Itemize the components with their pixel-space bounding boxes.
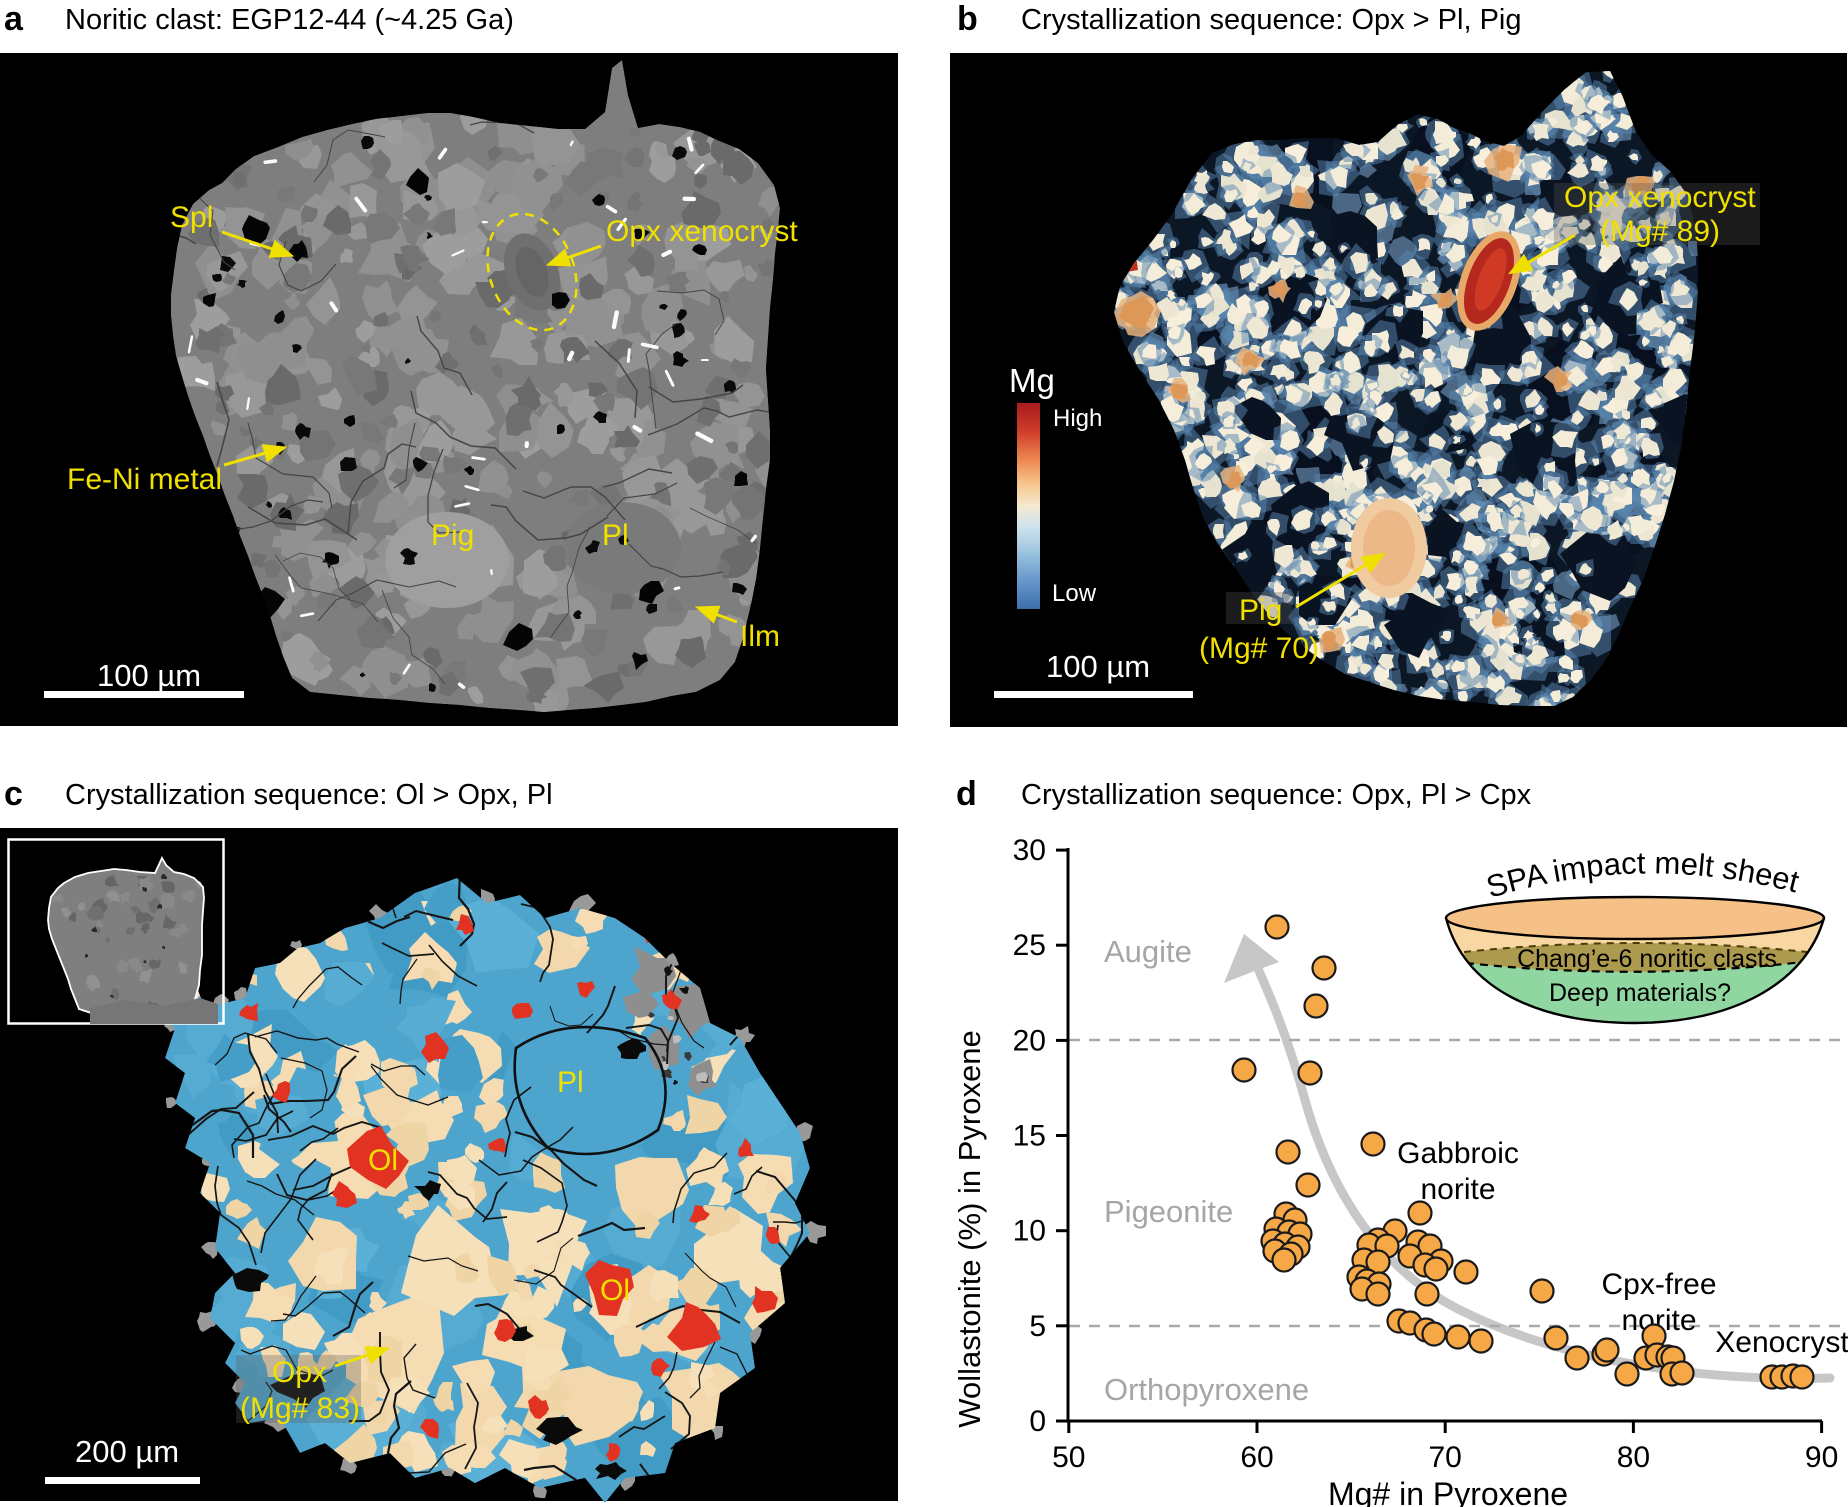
svg-text:60: 60 — [1240, 1441, 1273, 1474]
svg-text:Noritic clast: EGP12-44 (~4.25: Noritic clast: EGP12-44 (~4.25 Ga) — [65, 4, 514, 36]
svg-text:10: 10 — [1013, 1215, 1046, 1248]
svg-text:Augite: Augite — [1104, 934, 1192, 969]
svg-text:Opx: Opx — [272, 1356, 327, 1389]
svg-text:Fe-Ni metal: Fe-Ni metal — [67, 463, 222, 496]
svg-text:15: 15 — [1013, 1120, 1046, 1153]
svg-text:Opx xenocryst: Opx xenocryst — [606, 215, 798, 248]
svg-text:Opx xenocryst: Opx xenocryst — [1564, 181, 1756, 214]
svg-text:100 µm: 100 µm — [1046, 649, 1150, 684]
svg-text:200 µm: 200 µm — [75, 1434, 179, 1469]
svg-text:Crystallization sequence: Opx: Crystallization sequence: Opx > Pl, Pig — [1021, 4, 1522, 36]
svg-text:Wollastonite (%) in Pyroxene: Wollastonite (%) in Pyroxene — [952, 1030, 987, 1427]
svg-text:High: High — [1053, 405, 1102, 432]
svg-text:Pig: Pig — [431, 519, 474, 552]
svg-text:c: c — [4, 775, 23, 813]
svg-text:0: 0 — [1029, 1405, 1046, 1438]
svg-text:Gabbroic: Gabbroic — [1397, 1137, 1519, 1170]
svg-text:Low: Low — [1052, 580, 1097, 607]
svg-text:90: 90 — [1805, 1441, 1838, 1474]
svg-text:d: d — [956, 775, 977, 813]
svg-text:5: 5 — [1029, 1310, 1046, 1343]
svg-text:50: 50 — [1052, 1441, 1085, 1474]
svg-text:b: b — [957, 0, 978, 38]
svg-text:(Mg# 89): (Mg# 89) — [1600, 215, 1720, 248]
svg-text:Mg: Mg — [1009, 362, 1055, 399]
svg-text:25: 25 — [1013, 929, 1046, 962]
svg-text:Ol: Ol — [600, 1274, 630, 1307]
svg-text:a: a — [4, 0, 24, 38]
svg-text:Crystallization sequence: Opx,: Crystallization sequence: Opx, Pl > Cpx — [1021, 779, 1532, 811]
svg-text:Orthopyroxene: Orthopyroxene — [1104, 1372, 1309, 1407]
svg-text:Ilm: Ilm — [740, 620, 780, 653]
svg-text:Pl: Pl — [557, 1066, 584, 1099]
svg-text:norite: norite — [1420, 1173, 1495, 1206]
svg-text:(Mg# 70): (Mg# 70) — [1199, 632, 1319, 665]
svg-text:Pigeonite: Pigeonite — [1104, 1194, 1233, 1229]
svg-text:100 µm: 100 µm — [97, 658, 201, 693]
svg-text:Xenocryst: Xenocryst — [1715, 1326, 1848, 1359]
svg-text:Deep materials?: Deep materials? — [1549, 979, 1731, 1007]
svg-text:70: 70 — [1429, 1441, 1462, 1474]
svg-text:Spl: Spl — [170, 201, 213, 234]
svg-text:Pig: Pig — [1239, 594, 1282, 627]
svg-text:Chang’e-6 noritic clasts: Chang’e-6 noritic clasts — [1517, 945, 1777, 973]
svg-text:Cpx-free: Cpx-free — [1601, 1268, 1716, 1301]
svg-text:30: 30 — [1013, 834, 1046, 867]
svg-text:(Mg# 83): (Mg# 83) — [240, 1392, 360, 1425]
svg-text:Ol: Ol — [368, 1144, 398, 1177]
svg-text:Crystallization sequence: Ol >: Crystallization sequence: Ol > Opx, Pl — [65, 779, 553, 811]
svg-text:Pl: Pl — [602, 519, 629, 552]
svg-text:Mg# in Pyroxene: Mg# in Pyroxene — [1328, 1476, 1568, 1507]
svg-text:20: 20 — [1013, 1024, 1046, 1057]
svg-text:80: 80 — [1617, 1441, 1650, 1474]
